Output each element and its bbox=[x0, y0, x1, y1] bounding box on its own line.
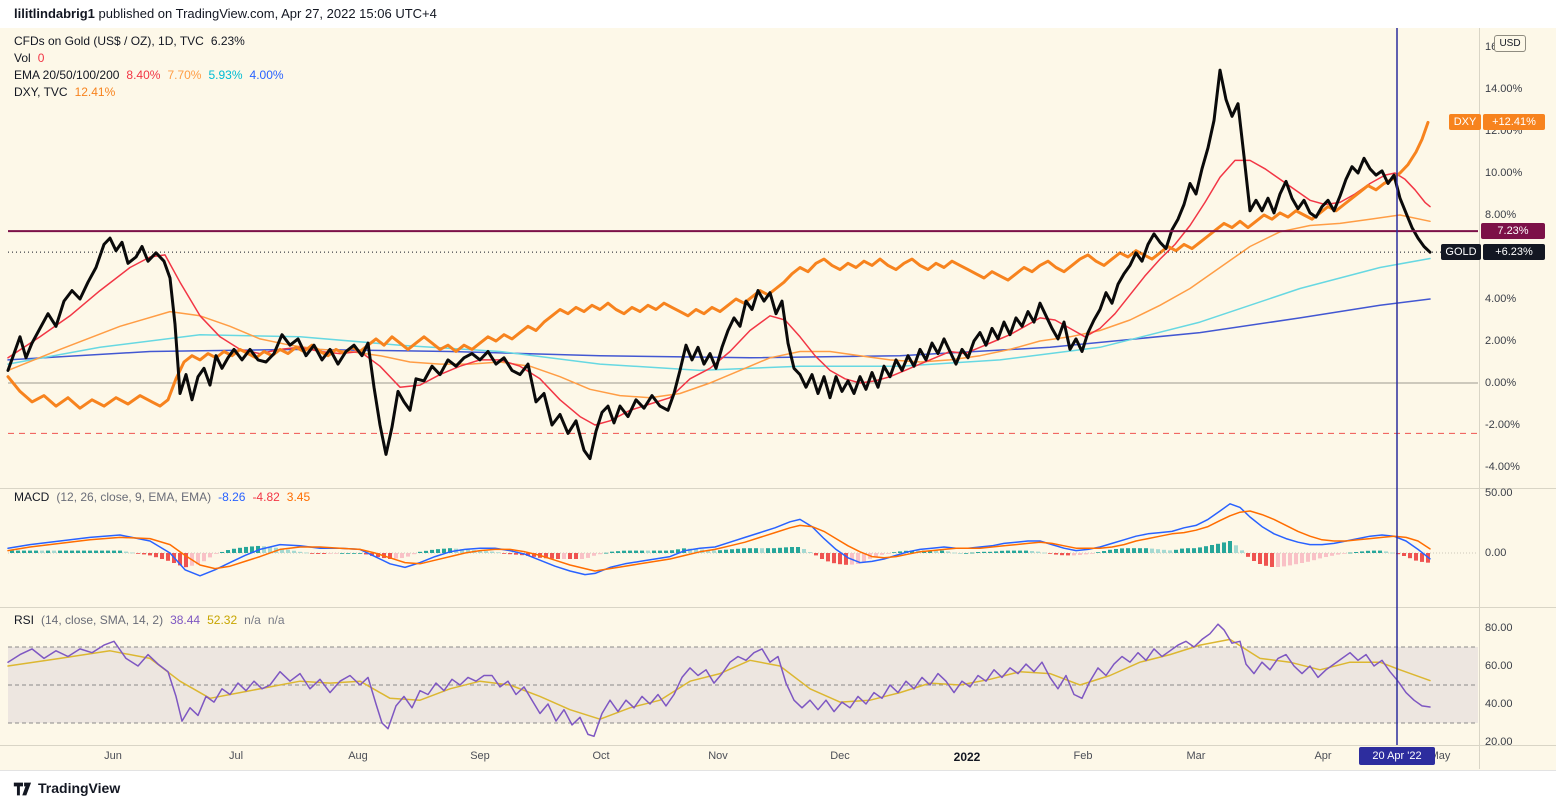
volume-value: 0 bbox=[37, 51, 45, 65]
tradingview-brand[interactable]: TradingView bbox=[38, 780, 121, 796]
macd-params: (12, 26, close, 9, EMA, EMA) bbox=[56, 490, 212, 504]
ema50-value: 7.70% bbox=[167, 68, 202, 82]
axis-tick: 50.00 bbox=[1485, 487, 1513, 499]
panel-separator-time-axis bbox=[0, 745, 1556, 746]
axis-tick: -4.00% bbox=[1485, 461, 1520, 473]
ema-legend-row[interactable]: EMA 20/50/100/200 8.40% 7.70% 5.93% 4.00% bbox=[14, 68, 284, 82]
symbol-change: 6.23% bbox=[210, 34, 245, 48]
ema20-value: 8.40% bbox=[126, 68, 161, 82]
publish-header: lilitlindabrig1 published on TradingView… bbox=[0, 0, 1556, 28]
axis-tick: 0.00 bbox=[1485, 547, 1507, 559]
axis-tick: 0.00% bbox=[1485, 377, 1517, 389]
dxy-change: 12.41% bbox=[74, 85, 116, 99]
macd-line-value: -4.82 bbox=[252, 490, 280, 504]
axis-tick: 20.00 bbox=[1485, 736, 1513, 748]
symbol-legend-row[interactable]: CFDs on Gold (US$ / OZ), 1D, TVC 6.23% bbox=[14, 34, 245, 48]
time-tick-Nov: Nov bbox=[708, 750, 728, 762]
rsi-value: 38.44 bbox=[170, 613, 201, 627]
axis-tick: 10.00% bbox=[1485, 167, 1523, 179]
time-tick-Mar: Mar bbox=[1186, 750, 1206, 762]
time-tick-Aug: Aug bbox=[348, 750, 368, 762]
currency-unit-button[interactable]: USD bbox=[1494, 35, 1526, 52]
dxy-price-badge: +12.41% bbox=[1483, 114, 1545, 130]
rsi-params: (14, close, SMA, 14, 2) bbox=[41, 613, 164, 627]
symbol-title: CFDs on Gold (US$ / OZ), 1D, TVC bbox=[14, 34, 204, 48]
time-tick-Apr: Apr bbox=[1314, 750, 1332, 762]
time-axis[interactable]: Jun Jul Aug Sep Oct Nov Dec 2022 Feb Mar Apr May bbox=[0, 745, 1556, 770]
time-tick-Jun: Jun bbox=[104, 750, 122, 762]
ema-label: EMA 20/50/100/200 bbox=[14, 68, 120, 82]
publish-info: published on TradingView.com, Apr 27, 20… bbox=[94, 6, 437, 21]
publisher-username: lilitlindabrig1 bbox=[14, 6, 95, 21]
ema200-value: 4.00% bbox=[249, 68, 284, 82]
level-price-badge: 7.23% bbox=[1481, 223, 1545, 239]
time-tick-Feb: Feb bbox=[1073, 750, 1093, 762]
price-axis-separator bbox=[1479, 28, 1480, 769]
panel-separator-price-macd bbox=[0, 488, 1556, 489]
time-tick-Jul: Jul bbox=[228, 750, 244, 762]
time-tick-Dec: Dec bbox=[830, 750, 850, 762]
rsi-sma-value: 52.32 bbox=[207, 613, 238, 627]
tradingview-logo-icon[interactable] bbox=[12, 778, 34, 800]
axis-tick: -2.00% bbox=[1485, 419, 1520, 431]
panel-separator-macd-rsi bbox=[0, 607, 1556, 608]
rsi-na-1: n/a bbox=[244, 613, 261, 627]
dxy-legend-row[interactable]: DXY, TVC 12.41% bbox=[14, 85, 115, 99]
rsi-legend-row[interactable]: RSI (14, close, SMA, 14, 2) 38.44 52.32 n/a n… bbox=[14, 613, 285, 627]
rsi-na-2: n/a bbox=[267, 613, 285, 627]
axis-tick: 40.00 bbox=[1485, 698, 1513, 710]
macd-hist-value: -8.26 bbox=[218, 490, 246, 504]
volume-label: Vol bbox=[14, 51, 31, 65]
axis-tick: 4.00% bbox=[1485, 293, 1517, 305]
axis-tick: 8.00% bbox=[1485, 209, 1517, 221]
chart-background bbox=[0, 28, 1556, 770]
macd-signal-value: 3.45 bbox=[286, 490, 311, 504]
footer-bar: TradingView bbox=[0, 770, 1556, 804]
axis-tick: 14.00% bbox=[1485, 83, 1523, 95]
gold-symbol-badge: GOLD bbox=[1441, 244, 1481, 260]
dxy-label: DXY, TVC bbox=[14, 85, 68, 99]
volume-legend-row[interactable]: Vol 0 bbox=[14, 51, 44, 65]
macd-legend-row[interactable]: MACD (12, 26, close, 9, EMA, EMA) -8.26 -4.… bbox=[14, 490, 310, 504]
rsi-name: RSI bbox=[14, 613, 35, 627]
macd-name: MACD bbox=[14, 490, 50, 504]
time-tick-2022: 2022 bbox=[953, 750, 981, 764]
ema100-value: 5.93% bbox=[208, 68, 243, 82]
date-marker-badge: 20 Apr '22 bbox=[1359, 747, 1435, 765]
axis-tick: 2.00% bbox=[1485, 335, 1517, 347]
time-tick-Sep: Sep bbox=[470, 750, 490, 762]
time-tick-Oct: Oct bbox=[592, 750, 610, 762]
axis-tick: 60.00 bbox=[1485, 660, 1513, 672]
gold-price-badge: +6.23% bbox=[1483, 244, 1545, 260]
dxy-symbol-badge: DXY bbox=[1449, 114, 1481, 130]
axis-tick: 80.00 bbox=[1485, 622, 1513, 634]
